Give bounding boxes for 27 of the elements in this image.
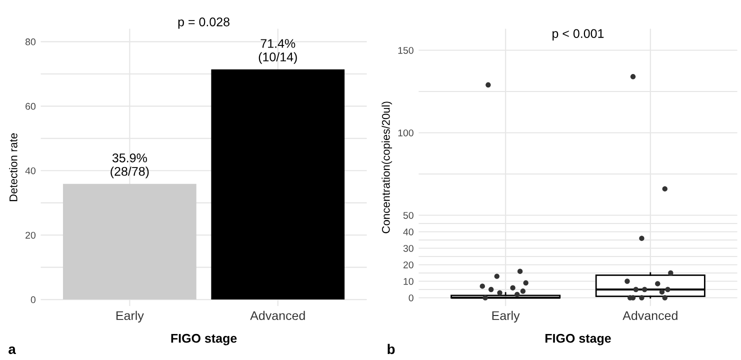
y-tick-label: 20	[26, 232, 36, 239]
y-tick-label: 150	[398, 46, 414, 54]
x-tick-label: Advanced	[250, 310, 305, 320]
y-tick-label: 10	[404, 278, 414, 285]
y-axis-title: Concentration(copies/20ul)	[382, 102, 392, 234]
y-tick-label: 50	[403, 212, 414, 219]
data-label: 71.4% (10/14)	[258, 39, 297, 64]
data-label: 35.9% (28/78)	[110, 153, 149, 178]
x-tick-label: Early	[492, 310, 520, 323]
y-axis-title: Detection rate	[9, 133, 18, 202]
y-tick-label: 40	[403, 228, 414, 236]
y-tick-label: 0	[30, 296, 36, 304]
y-tick-label: 60	[26, 102, 36, 110]
y-tick-label: 20	[403, 261, 414, 268]
text: p = 0.028	[178, 17, 230, 29]
annotation: p < 0.001	[552, 29, 604, 40]
y-tick-label: 40	[25, 167, 36, 174]
text: a	[8, 346, 16, 354]
x-tick-label: Early	[116, 310, 144, 323]
y-tick-label: 80	[26, 38, 36, 46]
text: b	[388, 344, 395, 354]
x-axis-title: FIGO stage	[171, 334, 237, 346]
y-tick-label: 0	[408, 294, 414, 302]
y-tick-label: 100	[398, 129, 414, 136]
y-tick-label: 30	[403, 244, 414, 252]
x-axis-title: FIGO stage	[545, 334, 611, 346]
x-tick-label: Advanced	[622, 310, 678, 320]
